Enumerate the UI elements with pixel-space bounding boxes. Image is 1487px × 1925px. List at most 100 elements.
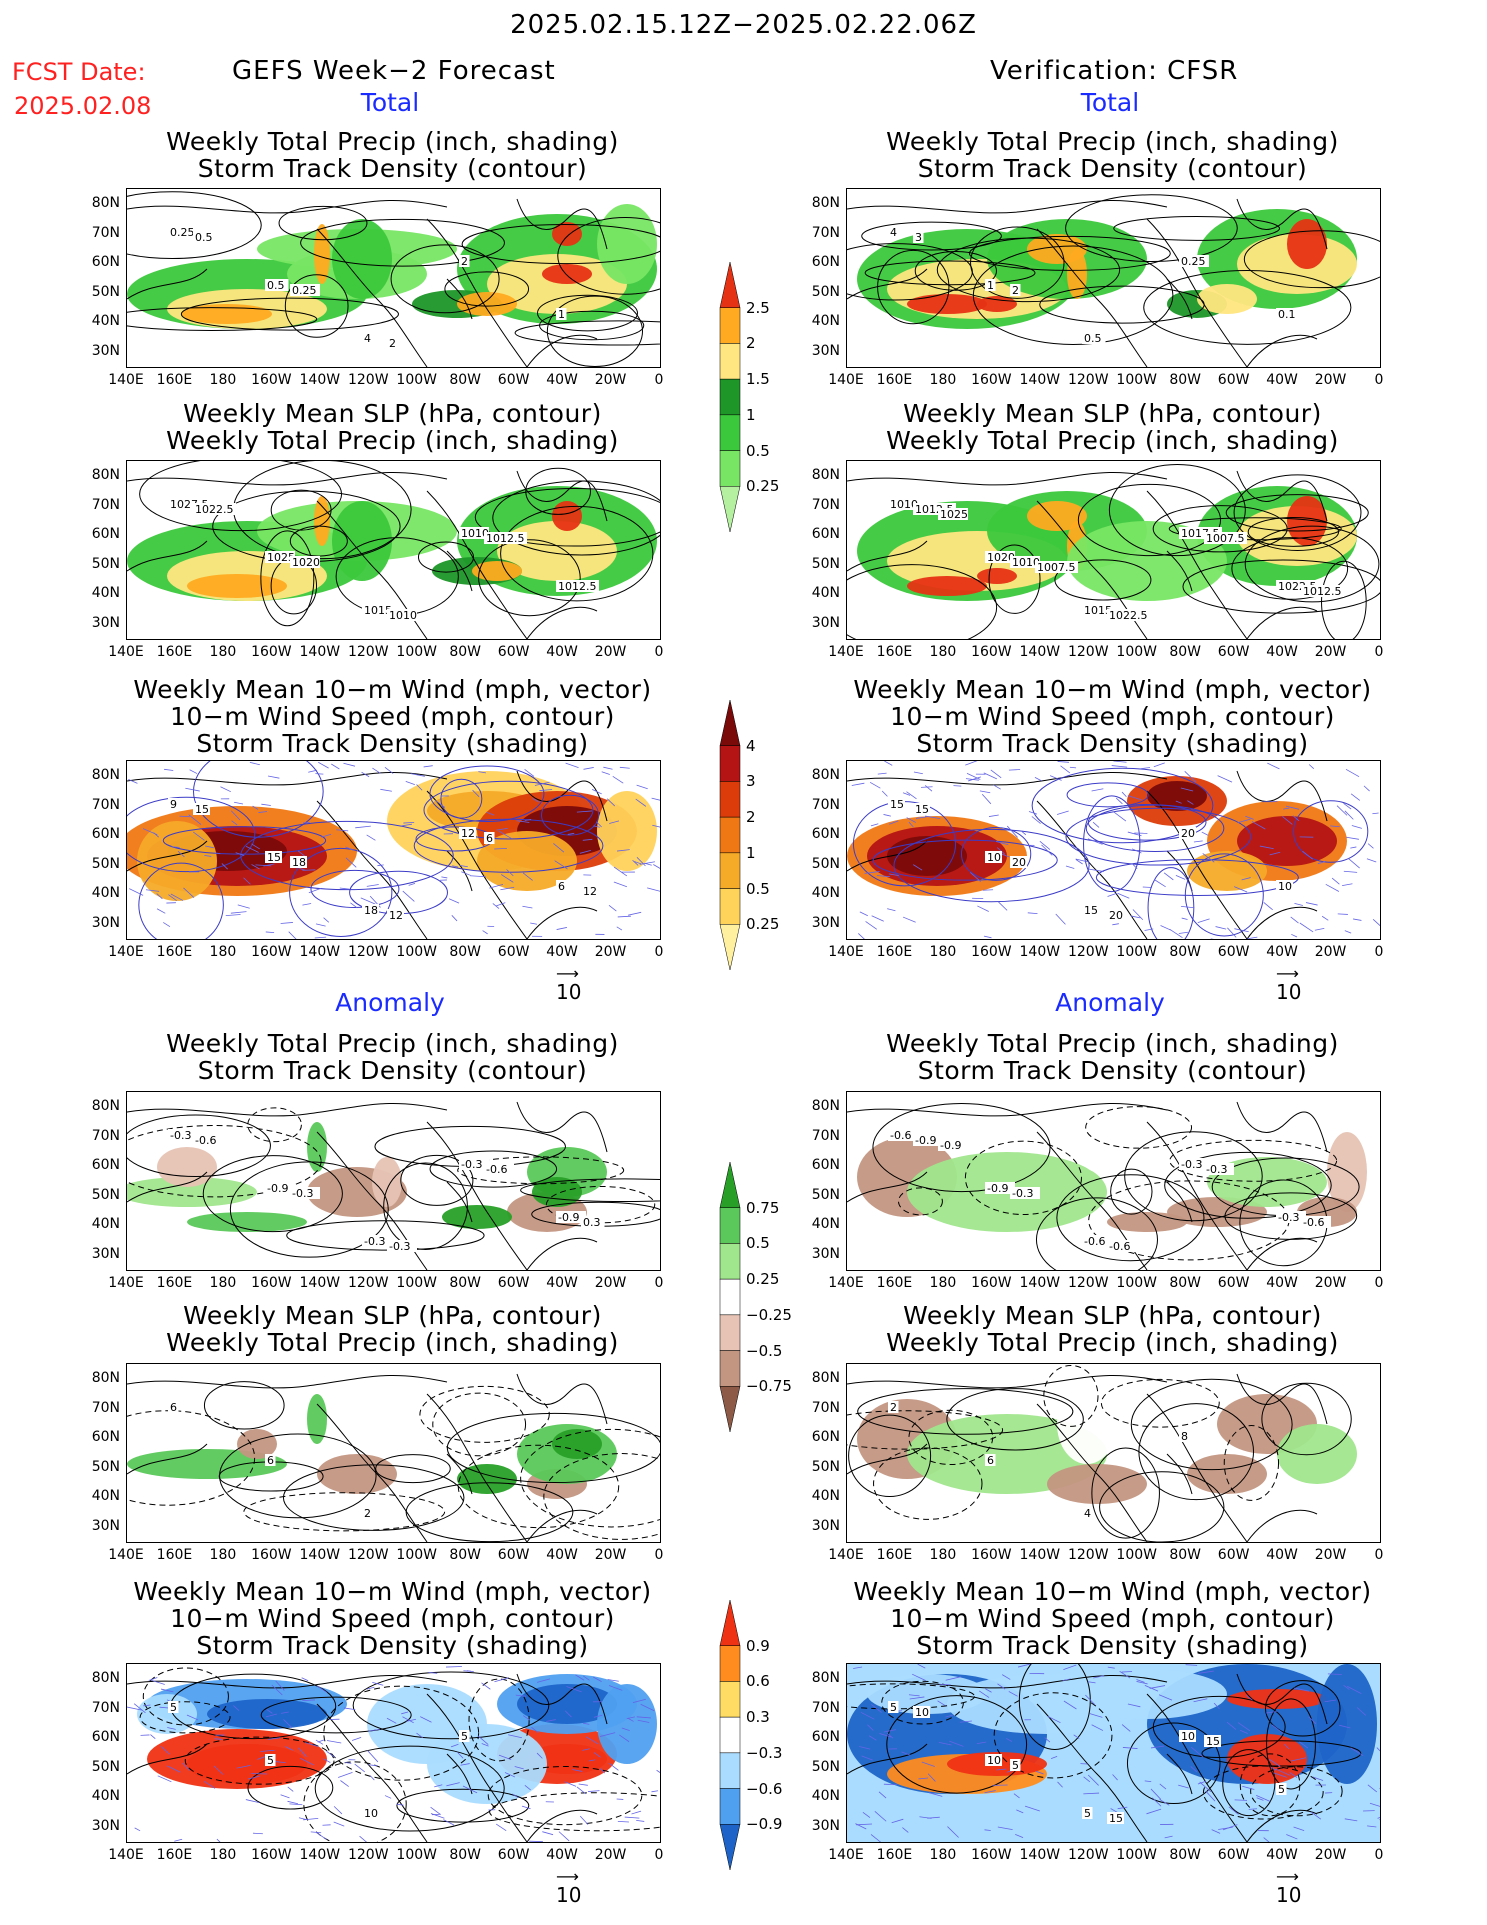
cfsr-total-precip-contour-label-2: 0.5 <box>1084 332 1102 345</box>
gefs-total-wind-vector-15 <box>220 786 231 793</box>
gefs-total-wind-vector-22 <box>617 915 631 918</box>
gefs-total-wind-lon-40W: 40W <box>546 944 578 960</box>
gefs-total-wind-vector-12 <box>522 905 533 909</box>
cfsr-anom-slp-shade-2 <box>1057 1384 1117 1464</box>
cfsr-anom-wind-vector-135 <box>1073 1734 1080 1739</box>
gefs-total-wind-shade-3 <box>137 821 217 901</box>
gefs-anom-wind-panel: 5 5 10 5 <box>126 1663 661 1843</box>
cfsr-total-wind-lat-30N: 30N <box>811 914 840 931</box>
cfsr-anom-wind-vector-157 <box>911 1673 926 1682</box>
cfsr-anom-wind-vector-113 <box>1284 1743 1290 1750</box>
gefs-total-wind-vector-151 <box>434 799 446 808</box>
gefs-anom-precip-lat-70N: 70N <box>91 1127 120 1144</box>
gefs-anom-wind-coastline-0 <box>127 1674 448 1689</box>
cfsr-total-wind-title-2: Storm Track Density (shading) <box>916 729 1309 758</box>
gefs-total-precip-coastline-2 <box>426 218 528 367</box>
gefs-total-slp-contour-8 <box>492 480 660 556</box>
gefs-anom-wind-contour-0 <box>247 1765 334 1810</box>
cfsr-anom-slp-contour-label-1: 6 <box>987 1454 994 1467</box>
gefs-anom-precip-contour-label-1: -0.9 <box>267 1182 288 1195</box>
gefs-anom-precip-shade-5 <box>307 1122 327 1172</box>
gefs-anom-wind-vector-35 <box>592 1676 602 1683</box>
cfsr-anom-wind-vector-118 <box>919 1816 932 1819</box>
cfsr-anom-wind-vector-141 <box>1001 1674 1011 1680</box>
gefs-total-wind-vector-71 <box>576 810 593 813</box>
cfsr-total-wind-shade-6 <box>1237 816 1337 866</box>
cfsr-total-wind-vector-8 <box>1215 926 1227 930</box>
gefs-anom-slp-lat-40N: 40N <box>91 1488 120 1504</box>
gefs-total-precip-contour-6 <box>546 295 644 367</box>
cfsr-anom-slp-coastline-6 <box>1166 1453 1193 1495</box>
cfsr-total-wind-vector-113 <box>1153 762 1165 768</box>
gefs-anom-wind-vector-84 <box>445 1666 462 1668</box>
gefs-anom-wind-vector-6 <box>143 1704 151 1707</box>
cfsr-total-slp-coastline-4 <box>847 540 928 572</box>
cfsr-total-wind-vector-51 <box>1302 850 1313 860</box>
gefs-total-wind-vector-109 <box>524 819 532 821</box>
cfsr-total-wind-lon-160W: 160W <box>971 944 1012 960</box>
gefs-anom-wind-vector-117 <box>302 1699 315 1702</box>
cfsr-anom-precip-contour-label-3: -0.3 <box>1181 1158 1202 1171</box>
cfsr-total-slp-contour-label-6: 1010 <box>1012 556 1040 569</box>
cfsr-anom-wind-coastline-6 <box>1166 1753 1193 1795</box>
gefs-total-wind-vector-101 <box>230 911 247 914</box>
gefs-total-wind-vector-27 <box>252 805 259 810</box>
cfsr-total-precip-contour-11 <box>847 243 973 301</box>
cfsr-total-slp-shade-5 <box>1027 501 1087 531</box>
cfsr-total-wind-lon-0: 0 <box>1374 944 1384 960</box>
gefs-total-wind-contour-label-6: 18 <box>292 856 306 869</box>
cfsr-total-wind-vector-88 <box>869 781 881 789</box>
gefs-total-wind-vector-95 <box>249 762 260 766</box>
cfsr-total-slp-contour-13 <box>847 564 998 639</box>
gefs-total-wind-vector-98 <box>401 823 413 827</box>
cfsr-anom-wind-contour-2 <box>1264 1680 1341 1737</box>
cfsr-total-wind-vector-54 <box>1366 858 1377 863</box>
gefs-total-wind-vector-99 <box>636 784 648 790</box>
cfsr-anom-wind-vector-79 <box>1013 1793 1020 1799</box>
cfsr-anom-wind-vector-106 <box>1211 1829 1221 1834</box>
cfsr-anom-wind-vector-78 <box>1127 1703 1141 1708</box>
cfsr-total-slp-lon-140W: 140W <box>1019 644 1061 660</box>
gefs-total-wind-vector-114 <box>524 768 535 777</box>
cfsr-anom-slp-contour-8 <box>848 1414 932 1498</box>
gefs-anom-wind-vector-139 <box>536 1678 551 1683</box>
gefs-anom-wind-contour-label-1: 5 <box>267 1754 274 1767</box>
cfsr-total-precip-lat-60N: 60N <box>811 254 840 270</box>
gefs-anom-wind-vector-138 <box>203 1780 216 1789</box>
gefs-anom-precip-shade-4 <box>372 1157 402 1207</box>
cfsr-total-slp-contour-8 <box>1054 559 1152 601</box>
colorbar-anom-precip-swatch-1 <box>719 1207 741 1244</box>
gefs-anom-wind-vector-38 <box>434 1784 443 1788</box>
cfsr-anom-wind-vector-126 <box>871 1703 882 1713</box>
vector-ref-label: 10 <box>556 1883 582 1907</box>
cfsr-total-wind-vector-75 <box>1351 825 1362 829</box>
cfsr-total-wind-vector-99 <box>913 864 923 871</box>
gefs-total-wind-contour-0 <box>193 761 324 838</box>
cfsr-total-wind-coastline-2 <box>1146 790 1248 939</box>
cfsr-anom-wind-vector-48 <box>1159 1783 1167 1790</box>
cfsr-anom-wind-vector-5 <box>886 1732 894 1739</box>
cfsr-total-wind-vector-71 <box>995 841 1009 846</box>
gefs-anom-precip-lon-100W: 100W <box>396 1275 437 1291</box>
cfsr-total-wind-vector-102 <box>924 785 933 792</box>
cfsr-anom-precip-contour-12 <box>1085 1106 1193 1149</box>
gefs-total-wind-lon-180: 180 <box>209 944 237 960</box>
gefs-anom-wind-vector-33 <box>287 1786 294 1792</box>
gefs-anom-wind-vector-4 <box>402 1716 414 1724</box>
gefs-total-wind-lon-80W: 80W <box>449 944 481 960</box>
gefs-total-precip-contour-3 <box>180 297 399 331</box>
cfsr-total-wind-vector-83 <box>1299 922 1314 933</box>
gefs-anom-slp-contour-5 <box>203 1381 285 1430</box>
gefs-anom-wind-lon-40W: 40W <box>546 1847 578 1863</box>
gefs-anom-wind-vector-49 <box>524 1785 531 1791</box>
gefs-total-slp-lon-80W: 80W <box>449 644 481 660</box>
gefs-anom-slp-contour-label-0: 6 <box>170 1401 177 1414</box>
gefs-total-wind-vector-124 <box>448 898 460 904</box>
cfsr-anom-wind-vector-73 <box>879 1733 893 1738</box>
cfsr-total-wind-vector-20 <box>902 916 916 923</box>
gefs-anom-wind-vector-156 <box>301 1677 309 1682</box>
gefs-anom-slp-shade-6 <box>457 1464 517 1494</box>
gefs-total-wind-vector-140 <box>593 825 600 828</box>
colorbar-anom-storm-swatch-5 <box>719 1788 741 1825</box>
gefs-anom-slp-shade-5 <box>307 1394 327 1444</box>
